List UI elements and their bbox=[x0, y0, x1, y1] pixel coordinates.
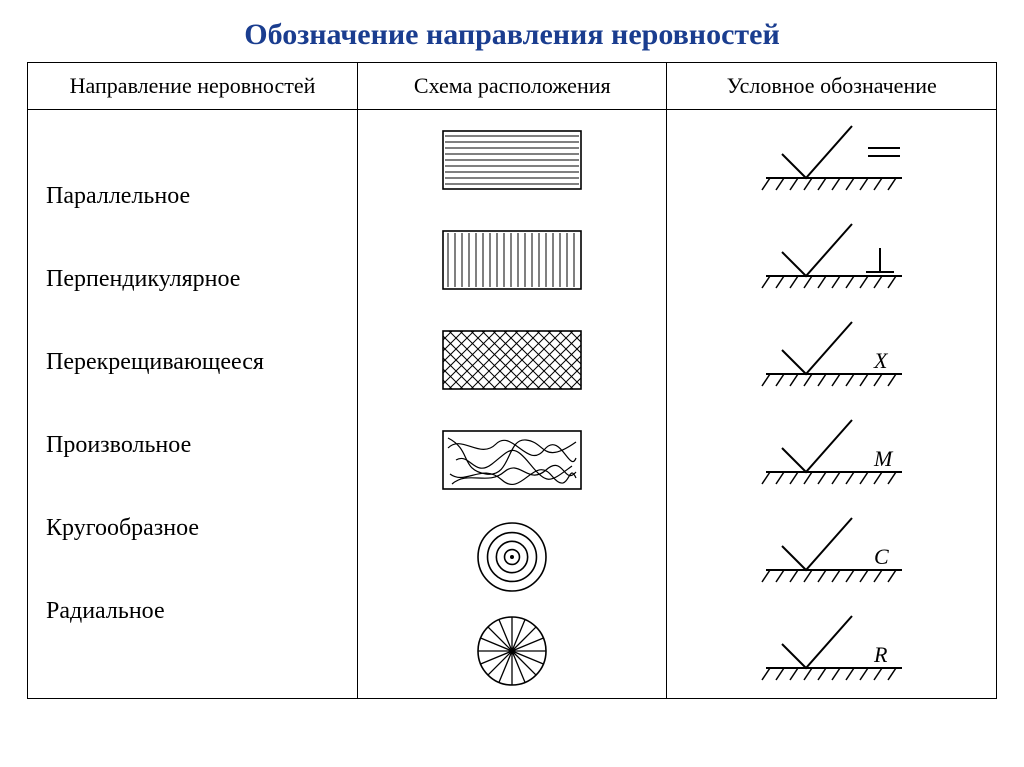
schema-random bbox=[358, 410, 666, 510]
schema-parallel bbox=[358, 110, 666, 210]
direction-column: ПараллельноеПерпендикулярноеПерекрещиваю… bbox=[28, 110, 358, 699]
symbol-parallel bbox=[667, 110, 996, 208]
schema-circles bbox=[358, 510, 666, 604]
page-title: Обозначение направления неровностей bbox=[0, 0, 1024, 62]
schema-perp bbox=[358, 210, 666, 310]
symbol-radial: R bbox=[667, 600, 996, 698]
direction-label: Радиальное bbox=[28, 570, 357, 653]
svg-text:R: R bbox=[873, 642, 888, 667]
symbol-random: M bbox=[667, 404, 996, 502]
symbol-circles: C bbox=[667, 502, 996, 600]
col-header-symbol: Условное обозначение bbox=[667, 63, 997, 110]
direction-label: Перпендикулярное bbox=[28, 238, 357, 321]
direction-label: Перекрещивающееся bbox=[28, 321, 357, 404]
symbol-cross: X bbox=[667, 306, 996, 404]
schema-radial bbox=[358, 604, 666, 698]
svg-text:M: M bbox=[873, 446, 894, 471]
direction-label: Кругообразное bbox=[28, 487, 357, 570]
symbol-perp bbox=[667, 208, 996, 306]
lay-direction-table: Направление неровностей Схема расположен… bbox=[27, 62, 997, 699]
direction-label: Параллельное bbox=[28, 155, 357, 238]
schema-cross bbox=[358, 310, 666, 410]
svg-text:X: X bbox=[873, 348, 889, 373]
symbol-column: X M C R bbox=[667, 110, 997, 699]
col-header-schema: Схема расположения bbox=[358, 63, 667, 110]
col-header-direction: Направление неровностей bbox=[28, 63, 358, 110]
svg-text:C: C bbox=[874, 544, 889, 569]
schema-column bbox=[358, 110, 667, 699]
direction-label: Произвольное bbox=[28, 404, 357, 487]
